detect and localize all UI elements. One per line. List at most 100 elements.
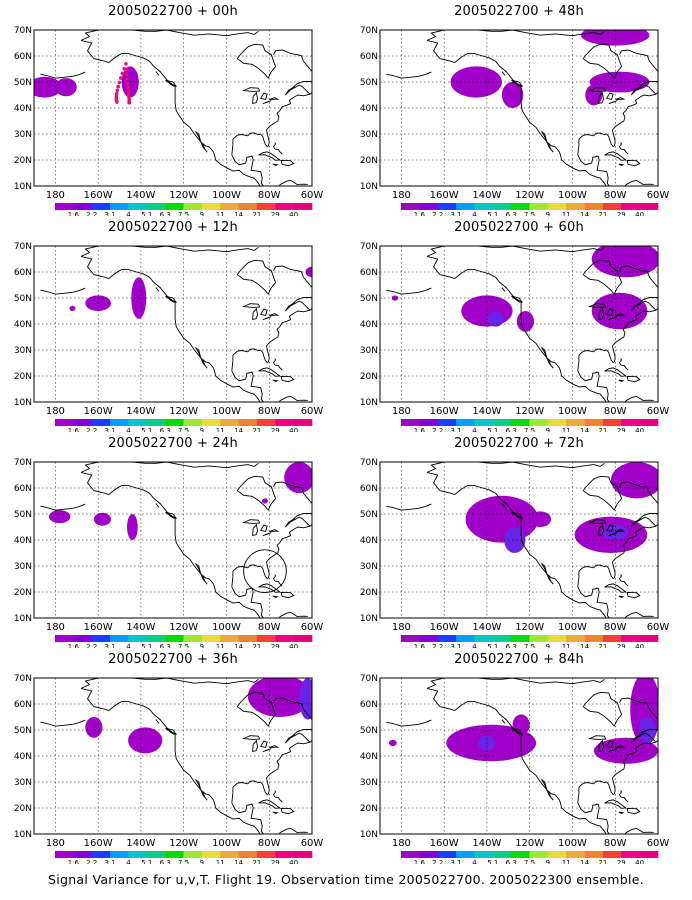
colorbar-label: 14: [234, 859, 243, 864]
colorbar-label: 3.1: [451, 643, 462, 648]
colorbar-label: 21: [252, 643, 261, 648]
lon-tick-label: 100W: [558, 190, 587, 201]
colorbar-swatch-9: [220, 203, 239, 210]
colorbar-swatch-1: [73, 635, 93, 642]
colorbar-label: 3.1: [105, 859, 116, 864]
colorbar-label: 14: [580, 211, 589, 216]
lat-tick-label: 30N: [14, 778, 32, 788]
panel-title: 2005022700 + 00h: [108, 4, 238, 19]
map-canvas: 10N 20N 30N 40N 50N 60N 70N 180 160W 140W 120W 100W…: [14, 242, 324, 432]
colorbar-label: 7.5: [178, 643, 189, 648]
colorbar-label: 5.1: [487, 859, 498, 864]
map-canvas: 10N 20N 30N 40N 50N 60N 70N 180 160W 140W 120W 100W…: [14, 674, 324, 864]
colorbar: 1.6 2.2 3.1 4 5.1 6.3 7.5 9 11 14 21 29 40: [55, 635, 313, 648]
colorbar-label: 1.6: [414, 643, 426, 648]
colorbar-label: 40: [635, 211, 644, 216]
colorbar-label: 5.1: [141, 427, 152, 432]
flight-point-18: [126, 92, 131, 97]
lon-tick-label: 180: [392, 838, 411, 849]
colorbar-swatch-9: [220, 419, 239, 426]
lon-tick-label: 140W: [472, 838, 501, 849]
colorbar-label: 7.5: [178, 859, 189, 864]
lon-tick-label: 80W: [258, 622, 281, 633]
colorbar-swatch-2: [437, 635, 457, 642]
colorbar-label: 29: [617, 427, 626, 432]
flight-point-2: [120, 71, 125, 76]
lat-tick-label: 60N: [360, 268, 378, 278]
colorbar-label: 11: [216, 427, 225, 432]
lat-tick-label: 30N: [14, 130, 32, 140]
colorbar-swatch-12: [275, 851, 294, 858]
variance-shading: [450, 30, 650, 108]
colorbar-swatch-8: [547, 419, 567, 426]
figure-caption: Signal Variance for u,v,T. Flight 19. Ob…: [47, 872, 645, 887]
colorbar-label: 29: [617, 643, 626, 648]
lon-tick-label: 120W: [169, 406, 198, 417]
colorbar-label: 21: [252, 859, 261, 864]
variance-region-1: [55, 78, 77, 97]
panel-title: 2005022700 + 72h: [454, 436, 584, 451]
colorbar-swatch-7: [529, 203, 549, 210]
lon-tick-label: 60W: [301, 190, 324, 201]
colorbar-swatch-10: [584, 203, 604, 210]
variance-region-6: [388, 739, 397, 747]
colorbar-swatch-3: [110, 635, 129, 642]
coastlines: [386, 246, 658, 402]
lon-tick-label: 60W: [301, 838, 324, 849]
colorbar-label: 14: [580, 427, 589, 432]
colorbar-label: 5.1: [141, 859, 152, 864]
variance-region-3: [284, 462, 312, 494]
colorbar-label: 9: [200, 643, 204, 648]
map-frame: [33, 461, 313, 619]
colorbar-swatch-0: [401, 851, 420, 858]
colorbar-label: 4: [126, 427, 131, 432]
colorbar-label: 11: [216, 859, 225, 864]
lat-tick-label: 10N: [14, 830, 32, 840]
colorbar-swatch-9: [566, 851, 585, 858]
panel-title: 2005022700 + 24h: [108, 436, 238, 451]
colorbar-swatch-7: [183, 203, 203, 210]
lat-tick-label: 20N: [360, 156, 378, 166]
colorbar: 1.6 2.2 3.1 4 5.1 6.3 7.5 9 11 14 21 29 40: [401, 635, 659, 648]
colorbar-label: 7.5: [178, 427, 189, 432]
lat-tick-label: 20N: [360, 804, 378, 814]
colorbar-swatch-2: [437, 419, 457, 426]
colorbar-label: 14: [234, 211, 243, 216]
map-frame: [33, 245, 313, 403]
colorbar-swatch-5: [492, 851, 512, 858]
colorbar-swatch-6: [511, 203, 530, 210]
lat-tick-label: 20N: [360, 588, 378, 598]
colorbar-swatch-5: [146, 203, 166, 210]
colorbar-swatch-7: [529, 635, 549, 642]
colorbar-label: 9: [546, 643, 550, 648]
colorbar-swatch-4: [128, 635, 148, 642]
lon-tick-label: 160W: [430, 622, 459, 633]
colorbar-swatch-9: [566, 203, 585, 210]
lon-tick-label: 140W: [126, 190, 155, 201]
lon-tick-label: 160W: [84, 838, 113, 849]
lon-tick-label: 120W: [515, 190, 544, 201]
lat-tick-label: 50N: [14, 294, 32, 304]
lat-tick-label: 60N: [14, 484, 32, 494]
colorbar-label: 14: [580, 859, 589, 864]
variance-region-2: [247, 678, 312, 717]
lon-tick-label: 120W: [515, 838, 544, 849]
map-frame: [33, 677, 313, 835]
colorbar-swatch-5: [146, 851, 166, 858]
colorbar-swatch-9: [566, 635, 585, 642]
lon-tick-label: 140W: [126, 838, 155, 849]
variance-region-4: [261, 498, 268, 504]
colorbar: 1.6 2.2 3.1 4 5.1 6.3 7.5 9 11 14 21 29 40: [55, 419, 313, 432]
colorbar-label: 6.3: [160, 859, 171, 864]
colorbar-label: 14: [234, 427, 243, 432]
colorbar-label: 4: [472, 427, 477, 432]
colorbar-swatch-1: [73, 419, 93, 426]
variance-region-1: [128, 727, 163, 754]
lon-tick-label: 100W: [212, 406, 241, 417]
variance-region-3: [585, 84, 603, 106]
colorbar-swatch-7: [529, 851, 549, 858]
colorbar-label: 40: [289, 859, 298, 864]
colorbar-swatch-13: [293, 851, 313, 858]
lon-tick-label: 80W: [604, 622, 627, 633]
